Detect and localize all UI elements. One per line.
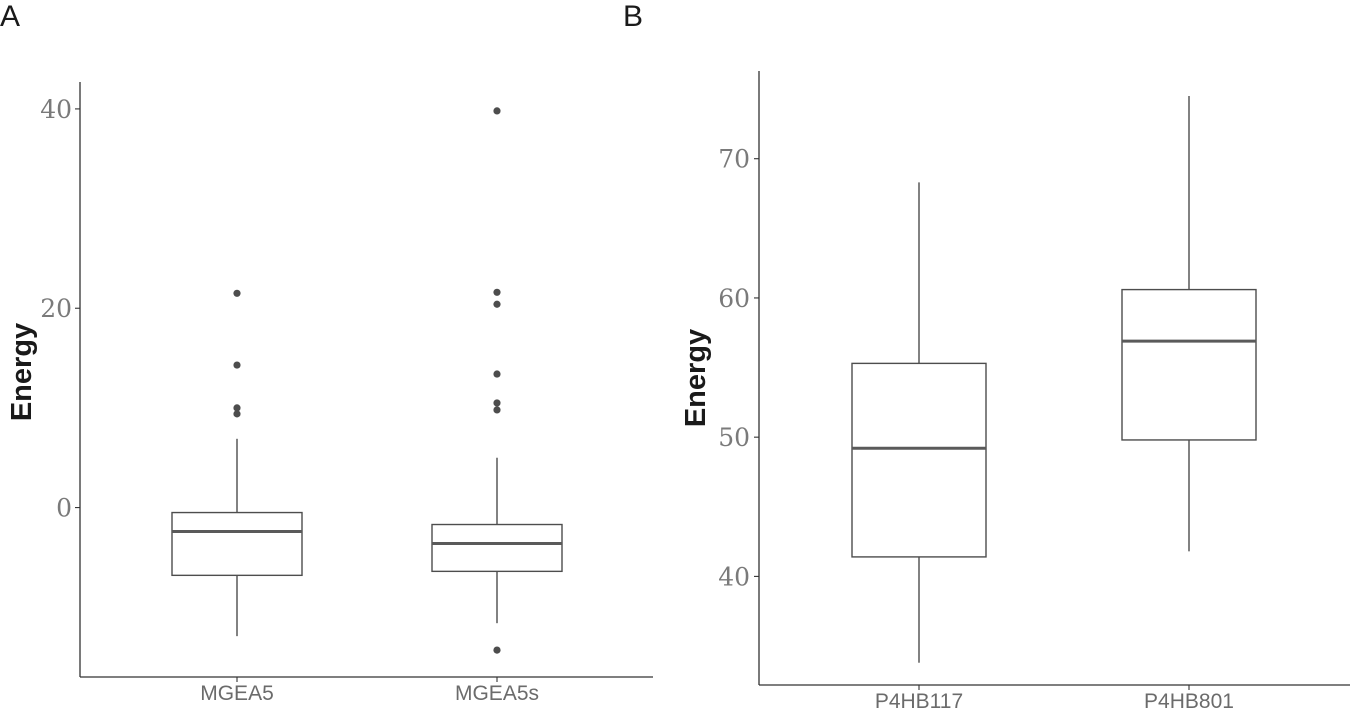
panel-a-xtick-label: MGEA5 [200,682,274,705]
panel-a-outlier-point [233,361,241,369]
panel-a-outlier-point [233,404,241,412]
panel-b-plot-area: 40 50 60 70 P4HB117 P4HB801 [718,96,1257,710]
panel-b-y-axis-label: Energy [680,329,712,427]
panel-b-xtick-label: P4HB801 [1144,690,1234,710]
panel-b-label: B [623,0,643,33]
panel-a-outlier-point [493,646,501,654]
panel-a-ytick-label: 20 [40,294,72,323]
panel-a-outlier-point [493,300,501,308]
panel-b-ytick-label: 40 [718,562,750,591]
panel-a-xtick-label: MGEA5s [455,682,539,705]
panel-a: A Energy 0 20 40 MGEA5 MGEA5s [0,0,653,705]
panel-a-outlier-point [233,289,241,297]
panel-a-outlier-point [493,399,501,407]
panel-b-ytick-label: 70 [718,145,750,174]
panel-a-outlier-point [233,410,241,418]
panel-a-box [431,523,563,573]
panel-a-outlier-point [493,107,501,115]
panel-a-y-axis-label: Energy [6,323,38,421]
panel-b-ytick-label: 50 [718,423,750,452]
panel-a-ytick-label: 0 [56,494,72,523]
panel-b-ytick-label: 60 [718,284,750,313]
panel-b-box [1121,288,1257,441]
panel-a-label: A [0,0,20,33]
panel-a-outlier-point [493,370,501,378]
panel-a-box [171,511,303,577]
panel-b-box [851,362,987,558]
panel-a-outlier-point [493,288,501,296]
panel-a-plot-area: 0 20 40 MGEA5 MGEA5s [40,95,563,705]
panel-b-xtick-label: P4HB117 [875,690,963,710]
panel-b: B Energy 40 50 60 70 P4HB117 P4HB801 [623,0,1350,710]
panel-a-ytick-label: 40 [40,95,72,124]
panel-a-outlier-point [493,406,501,414]
